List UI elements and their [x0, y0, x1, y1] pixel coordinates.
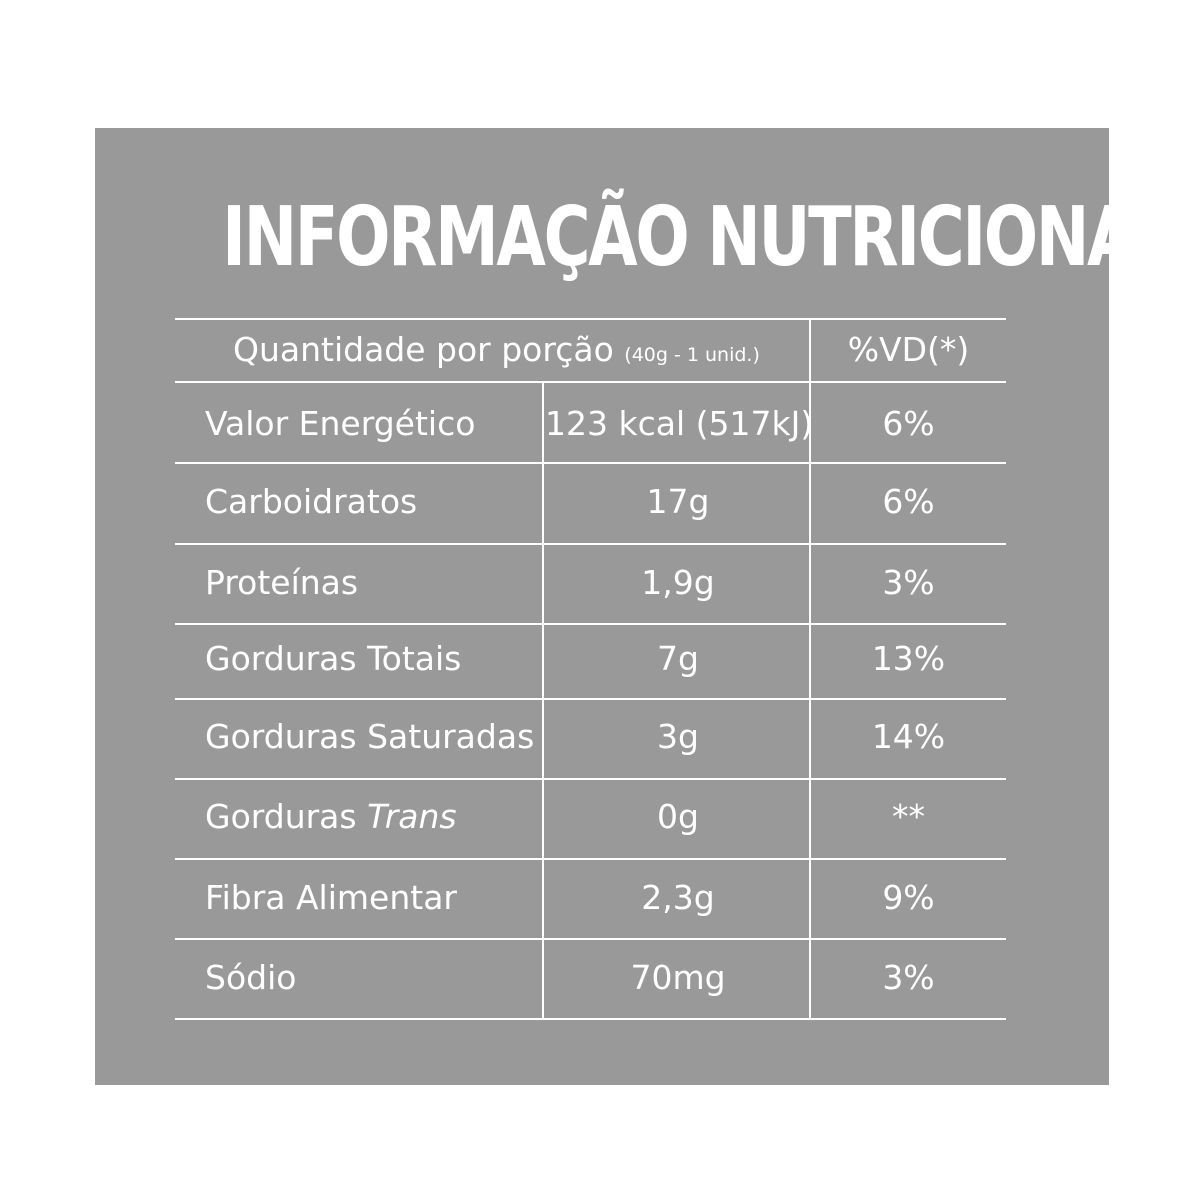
table-rule	[175, 318, 1006, 320]
table-rule	[175, 778, 1006, 780]
table-rule	[175, 462, 1006, 464]
nutrient-name: Fibra Alimentar	[205, 878, 457, 917]
nutrition-title: INFORMAÇÃO NUTRICIONAL	[222, 190, 1175, 285]
nutrient-name: Sódio	[205, 958, 297, 997]
nutrient-value: 17g	[646, 482, 710, 521]
table-rule	[175, 1018, 1006, 1020]
table-rule	[175, 698, 1006, 700]
vd-header: %VD(*)	[847, 330, 970, 369]
nutrient-vd: 6%	[882, 404, 935, 443]
nutrient-name: Gorduras Totais	[205, 639, 462, 678]
nutrient-vd: 3%	[882, 958, 935, 997]
nutrient-value: 0g	[657, 797, 699, 836]
nutrient-name: Proteínas	[205, 563, 359, 602]
nutrient-name: Valor Energético	[205, 404, 476, 443]
nutrient-vd: 14%	[871, 717, 946, 756]
portion-label: Quantidade por porção	[233, 330, 614, 369]
table-rule	[175, 938, 1006, 940]
nutrient-vd: 9%	[882, 878, 935, 917]
nutrient-name: Gorduras Trans	[205, 797, 457, 837]
table-divider	[542, 381, 544, 1020]
table-rule	[175, 381, 1006, 383]
nutrient-vd: **	[892, 797, 925, 836]
nutrient-value: 123 kcal (517kJ)	[545, 404, 814, 443]
table-rule	[175, 858, 1006, 860]
nutrient-name: Carboidratos	[205, 482, 418, 521]
nutrition-panel: INFORMAÇÃO NUTRICIONAL Quantidade por po…	[95, 128, 1175, 1085]
nutrient-value: 7g	[657, 639, 699, 678]
nutrition-table: Quantidade por porção (40g - 1 unid.) %V…	[175, 318, 1006, 1021]
nutrient-vd: 3%	[882, 563, 935, 602]
portion-header: Quantidade por porção (40g - 1 unid.)	[233, 330, 760, 375]
nutrient-value: 1,9g	[641, 563, 715, 602]
table-rule	[175, 623, 1006, 625]
nutrient-vd: 13%	[871, 639, 946, 678]
table-rule	[175, 543, 1006, 545]
table-divider	[809, 318, 811, 1020]
nutrient-value: 70mg	[630, 958, 726, 997]
nutrient-value: 2,3g	[641, 878, 715, 917]
nutrient-value: 3g	[657, 717, 699, 756]
nutrient-name-prefix: Gorduras	[205, 797, 368, 836]
nutrient-name: Gorduras Saturadas	[205, 717, 535, 756]
portion-detail: (40g - 1 unid.)	[624, 344, 760, 366]
nutrient-vd: 6%	[882, 482, 935, 521]
nutrient-name-italic: Trans	[367, 797, 457, 836]
